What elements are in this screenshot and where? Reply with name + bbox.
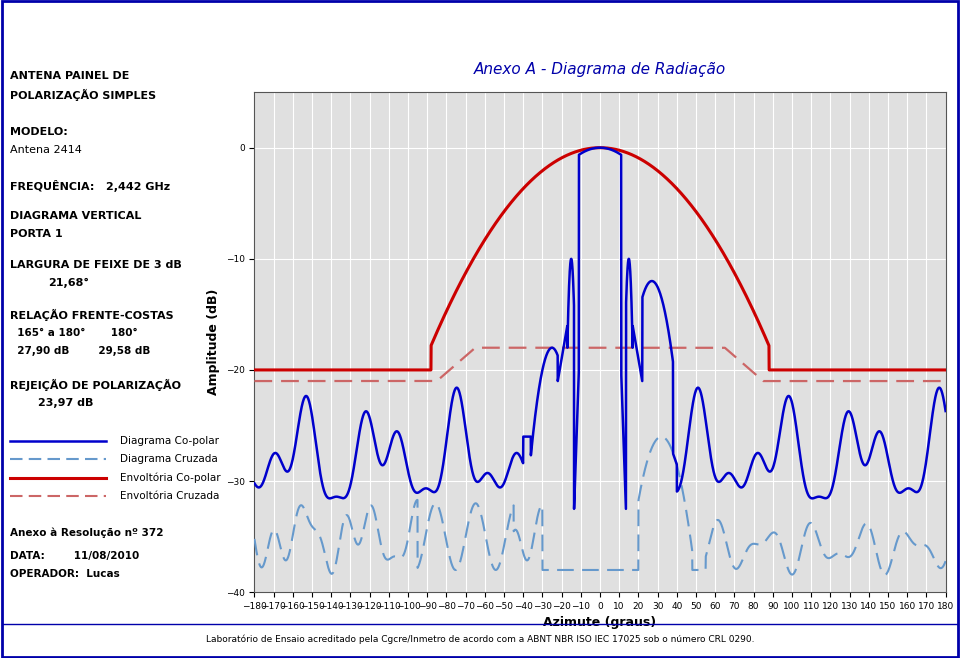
Text: DIAGRAMA VERTICAL: DIAGRAMA VERTICAL xyxy=(10,211,141,221)
Text: RELAÇÃO FRENTE-COSTAS: RELAÇÃO FRENTE-COSTAS xyxy=(10,309,173,320)
Text: LARGURA DE FEIXE DE 3 dB: LARGURA DE FEIXE DE 3 dB xyxy=(10,259,181,270)
Text: REJEIÇÃO DE POLARIZAÇÃO: REJEIÇÃO DE POLARIZAÇÃO xyxy=(10,379,180,391)
Text: MODELO:: MODELO: xyxy=(10,126,67,137)
Text: OPERADOR:  Lucas: OPERADOR: Lucas xyxy=(10,569,119,579)
Text: Diagrama Co-polar: Diagrama Co-polar xyxy=(120,436,219,446)
Text: Anexo à Resolução nº 372: Anexo à Resolução nº 372 xyxy=(10,528,163,538)
Text: Anexo A - Diagrama de Radiação: Anexo A - Diagrama de Radiação xyxy=(474,62,726,76)
Text: 21,68°: 21,68° xyxy=(48,278,89,288)
Text: Diagrama Cruzada: Diagrama Cruzada xyxy=(120,454,218,465)
Text: 23,97 dB: 23,97 dB xyxy=(38,398,94,409)
Text: ANTENA PAINEL DE: ANTENA PAINEL DE xyxy=(10,70,129,81)
Text: FREQUÊNCIA:   2,442 GHz: FREQUÊNCIA: 2,442 GHz xyxy=(10,180,170,191)
Text: PORTA 1: PORTA 1 xyxy=(10,228,62,239)
X-axis label: Azimute (graus): Azimute (graus) xyxy=(543,617,657,630)
Text: POLARIZAÇÃO SIMPLES: POLARIZAÇÃO SIMPLES xyxy=(10,89,156,101)
Y-axis label: Amplitude (dB): Amplitude (dB) xyxy=(207,289,220,395)
Text: Envoltória Co-polar: Envoltória Co-polar xyxy=(120,472,221,483)
Text: 27,90 dB        29,58 dB: 27,90 dB 29,58 dB xyxy=(10,346,150,357)
Text: DATA:        11/08/2010: DATA: 11/08/2010 xyxy=(10,551,139,561)
Text: Antena 2414: Antena 2414 xyxy=(10,145,82,155)
Text: Envoltória Cruzada: Envoltória Cruzada xyxy=(120,491,220,501)
Text: Laboratório de Ensaio acreditado pela Cgcre/Inmetro de acordo com a ABNT NBR ISO: Laboratório de Ensaio acreditado pela Cg… xyxy=(205,635,755,644)
Text: 165° a 180°       180°: 165° a 180° 180° xyxy=(10,328,137,338)
